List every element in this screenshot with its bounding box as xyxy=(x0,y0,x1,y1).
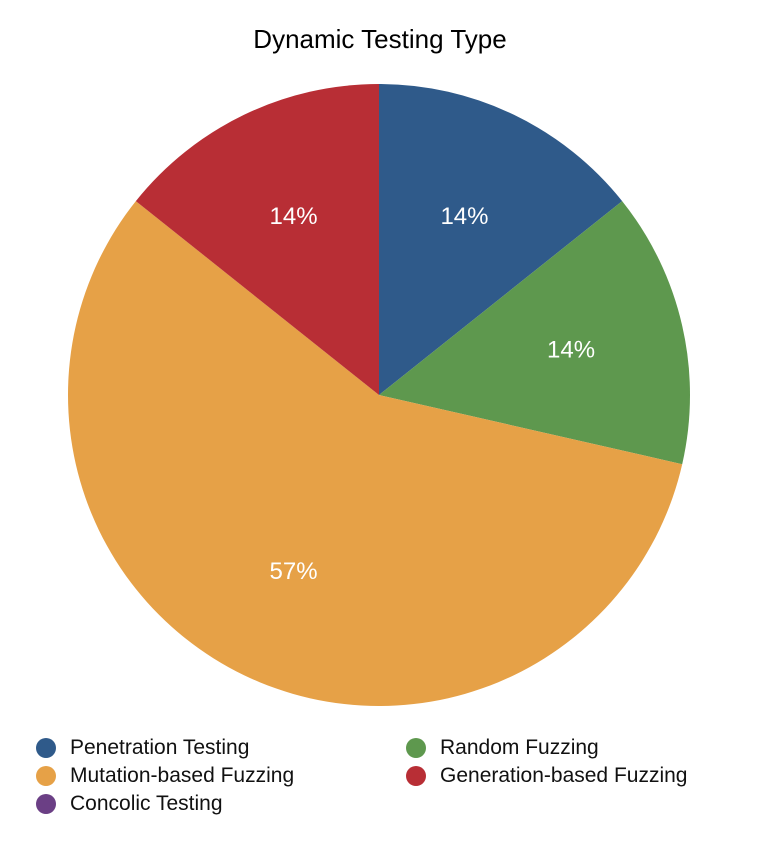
pie-slice-random-fuzzing xyxy=(379,201,690,465)
slice-label: 14% xyxy=(270,203,318,230)
legend-swatch xyxy=(36,766,56,786)
legend-swatch xyxy=(36,794,56,814)
legend-item-generation-based-fuzzing: Generation-based Fuzzing xyxy=(406,762,687,790)
legend-item-penetration-testing: Penetration Testing xyxy=(36,734,249,762)
pie-slice-penetration-testing xyxy=(379,84,623,395)
legend-label: Concolic Testing xyxy=(70,792,223,815)
legend-item-concolic-testing: Concolic Testing xyxy=(36,790,223,818)
pie-chart: 14% 14% 57% 14% xyxy=(67,84,690,707)
legend-label: Generation-based Fuzzing xyxy=(440,764,688,787)
legend-item-random-fuzzing: Random Fuzzing xyxy=(406,734,599,762)
legend-label: Penetration Testing xyxy=(70,736,250,759)
legend-label: Mutation-based Fuzzing xyxy=(70,764,295,787)
legend-swatch xyxy=(406,738,426,758)
legend-swatch xyxy=(406,766,426,786)
slice-label: 14% xyxy=(547,337,595,364)
legend-item-mutation-based-fuzzing: Mutation-based Fuzzing xyxy=(36,762,294,790)
pie-slice-generation-based-fuzzing xyxy=(135,84,379,395)
legend-swatch xyxy=(36,738,56,758)
pie-slice-mutation-based-fuzzing xyxy=(67,201,683,707)
slice-label: 14% xyxy=(440,203,488,230)
legend-label: Random Fuzzing xyxy=(440,736,599,759)
slice-label: 57% xyxy=(270,558,318,585)
chart-title: Dynamic Testing Type xyxy=(253,24,507,54)
